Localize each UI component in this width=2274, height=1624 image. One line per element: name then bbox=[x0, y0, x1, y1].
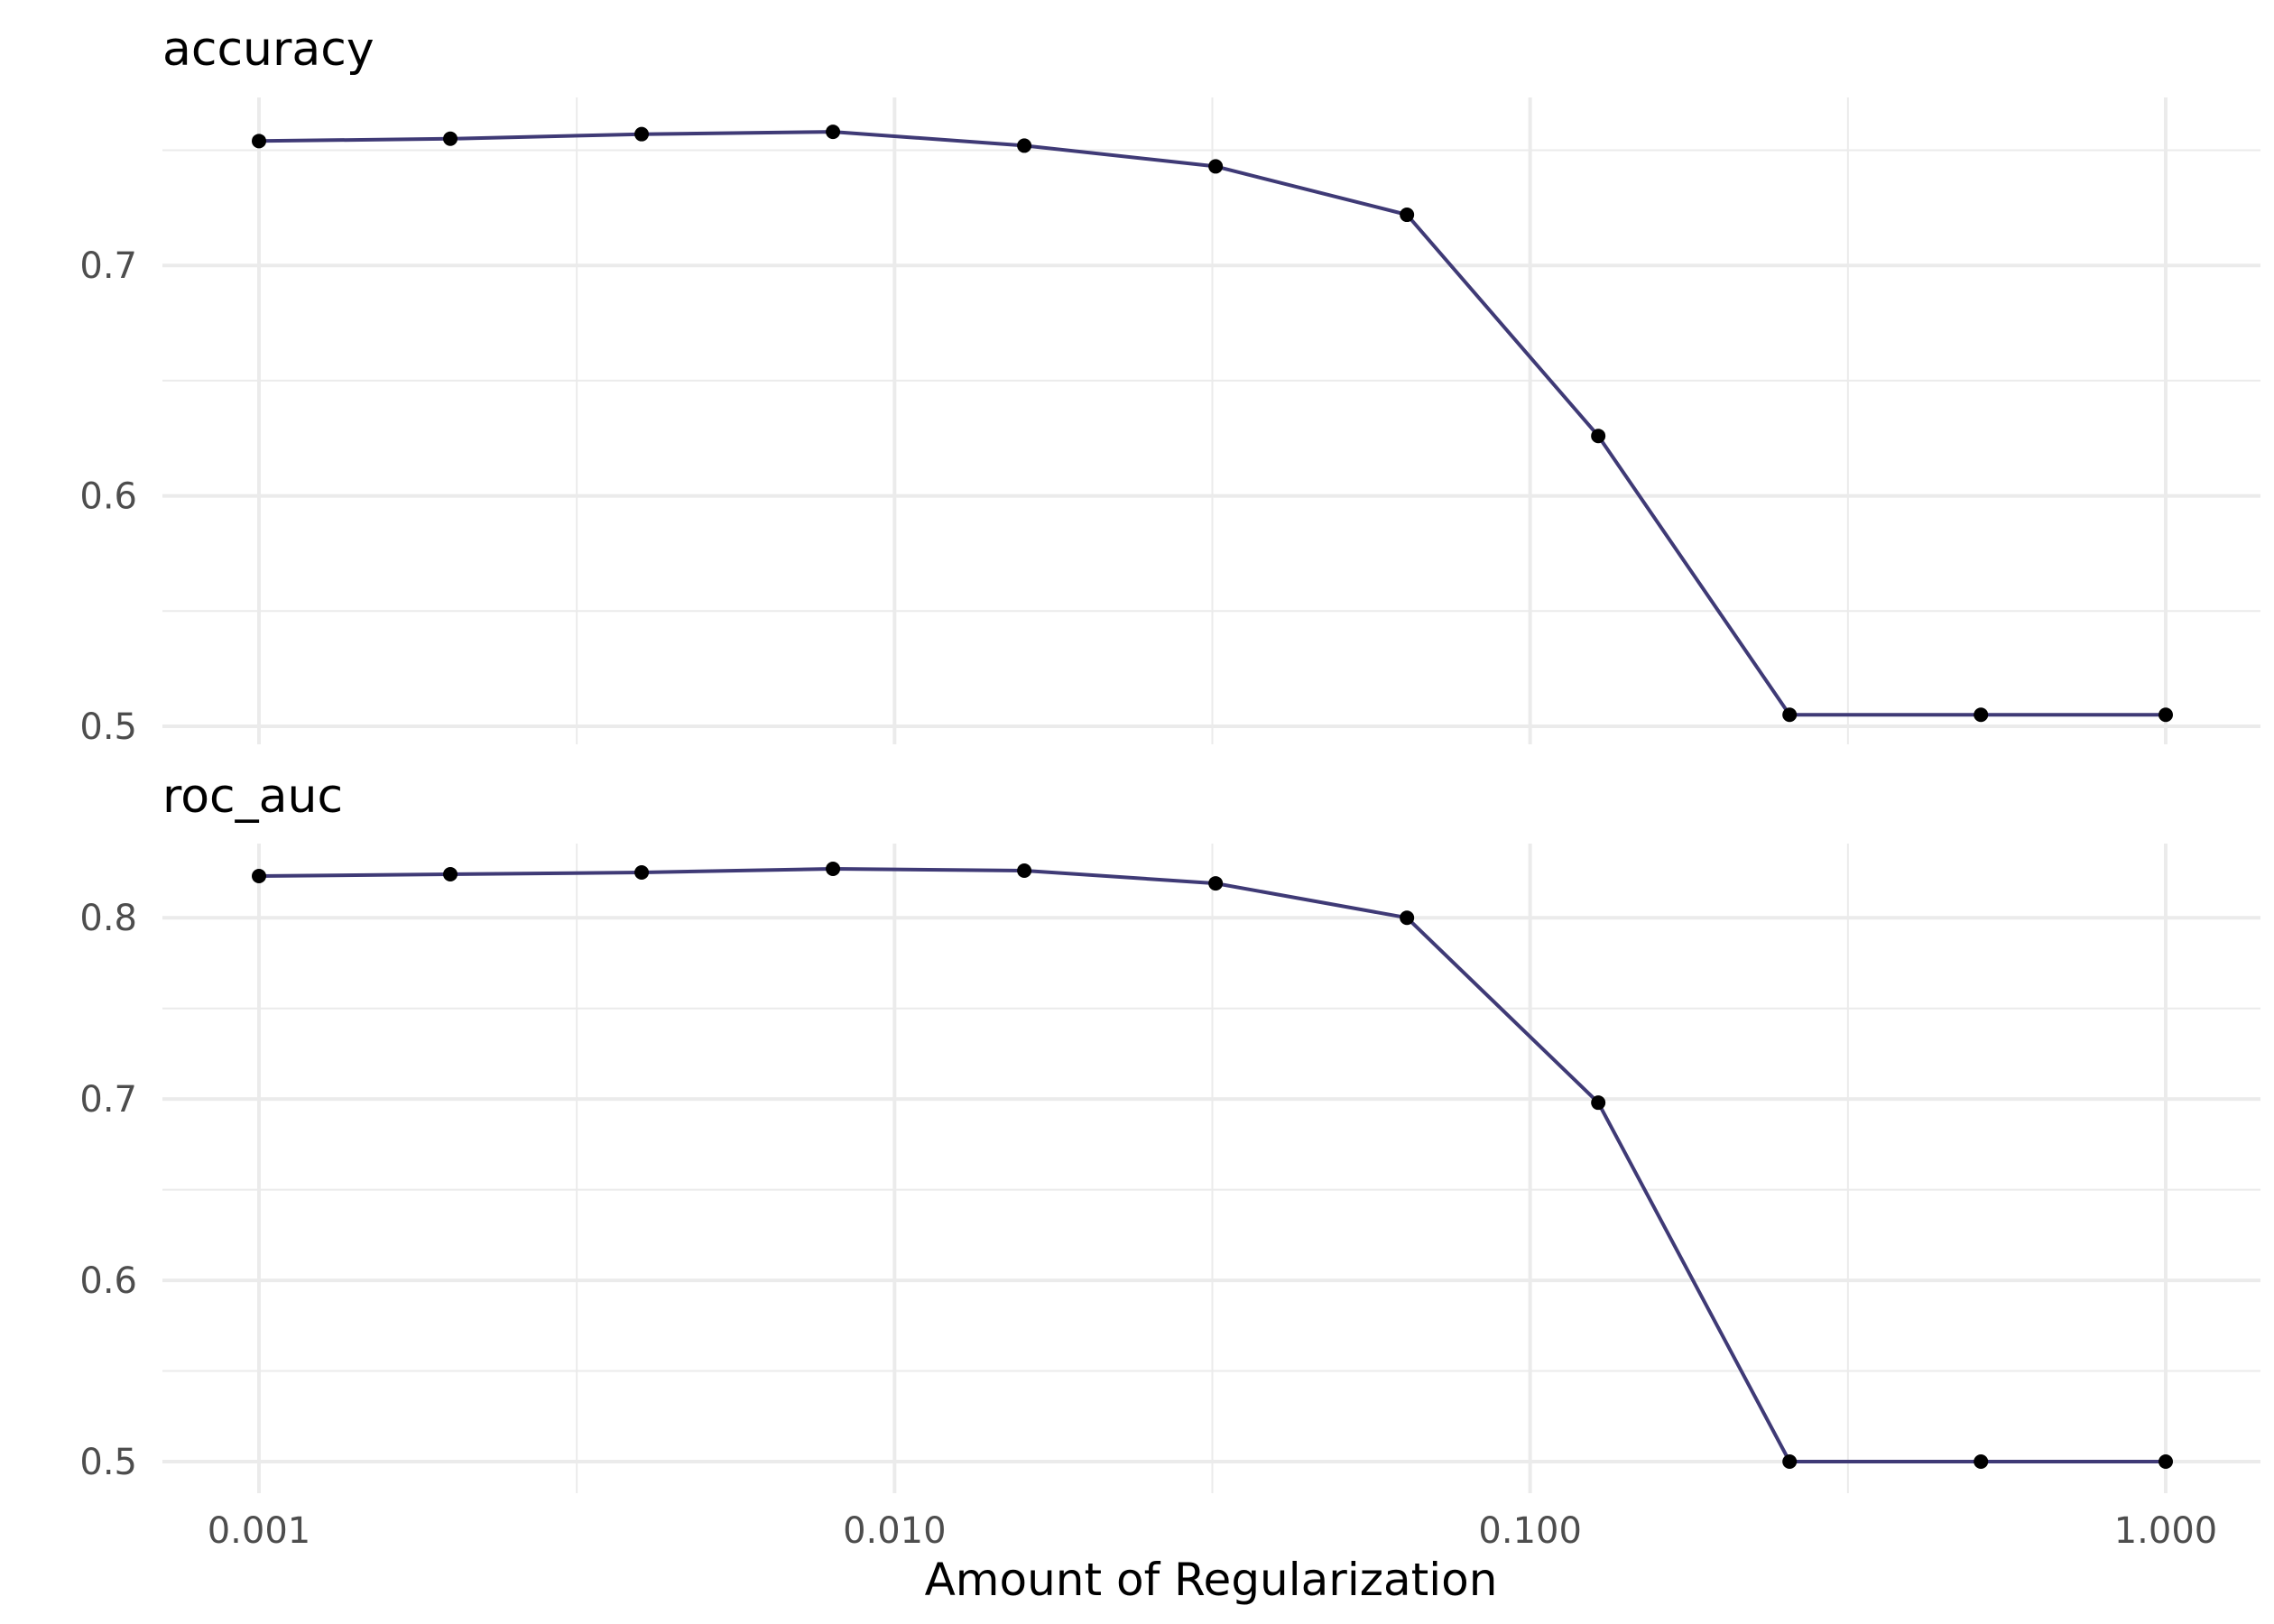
data-point bbox=[1208, 159, 1224, 174]
series-accuracy bbox=[252, 125, 2173, 723]
data-point bbox=[252, 134, 266, 149]
y-tick-label: 0.5 bbox=[79, 1442, 137, 1483]
data-point bbox=[443, 867, 458, 882]
panel-accuracy: accuracy 0.5 0.6 0.7 bbox=[79, 23, 2260, 748]
data-point bbox=[1974, 1454, 1989, 1469]
data-point bbox=[443, 131, 458, 146]
data-point bbox=[2158, 707, 2173, 723]
y-tick-label: 0.6 bbox=[79, 476, 137, 518]
x-tick-label: 0.001 bbox=[208, 1510, 311, 1552]
data-point bbox=[1400, 910, 1415, 926]
panel-roc-auc: roc_auc 0.5 0.6 0.7 0.8 bbox=[79, 770, 2260, 1493]
x-tick-label: 0.010 bbox=[843, 1510, 947, 1552]
data-point bbox=[1017, 138, 1032, 153]
data-point bbox=[634, 126, 650, 142]
y-tick-label: 0.5 bbox=[79, 706, 137, 748]
gridlines-roc-auc bbox=[162, 844, 2260, 1493]
data-point bbox=[1208, 876, 1224, 891]
data-point bbox=[252, 869, 266, 884]
y-tick-label: 0.8 bbox=[79, 898, 137, 939]
data-point bbox=[2158, 1454, 2173, 1469]
data-point bbox=[826, 861, 841, 876]
x-tick-label: 1.000 bbox=[2114, 1510, 2218, 1552]
x-tick-labels: 0.001 0.010 0.100 1.000 bbox=[208, 1510, 2218, 1552]
y-tick-labels-roc-auc: 0.5 0.6 0.7 0.8 bbox=[79, 898, 137, 1483]
data-point bbox=[634, 865, 650, 881]
y-tick-labels-accuracy: 0.5 0.6 0.7 bbox=[79, 245, 137, 748]
series-roc-auc bbox=[252, 861, 2173, 1469]
data-point bbox=[1591, 1095, 1606, 1111]
gridlines-accuracy bbox=[162, 97, 2260, 744]
data-point bbox=[1782, 1454, 1798, 1469]
y-tick-label: 0.7 bbox=[79, 245, 137, 287]
x-axis-title: Amount of Regularization bbox=[925, 1554, 1498, 1606]
data-point bbox=[1400, 208, 1415, 223]
y-tick-label: 0.7 bbox=[79, 1079, 137, 1121]
panel-title-accuracy: accuracy bbox=[162, 23, 374, 77]
panel-title-roc-auc: roc_auc bbox=[162, 770, 343, 824]
data-point bbox=[1591, 429, 1606, 444]
data-point bbox=[1974, 707, 1989, 723]
y-tick-label: 0.6 bbox=[79, 1260, 137, 1302]
data-point bbox=[1017, 863, 1032, 878]
data-point bbox=[1782, 707, 1798, 723]
data-point bbox=[826, 125, 841, 140]
x-tick-label: 0.100 bbox=[1478, 1510, 1582, 1552]
